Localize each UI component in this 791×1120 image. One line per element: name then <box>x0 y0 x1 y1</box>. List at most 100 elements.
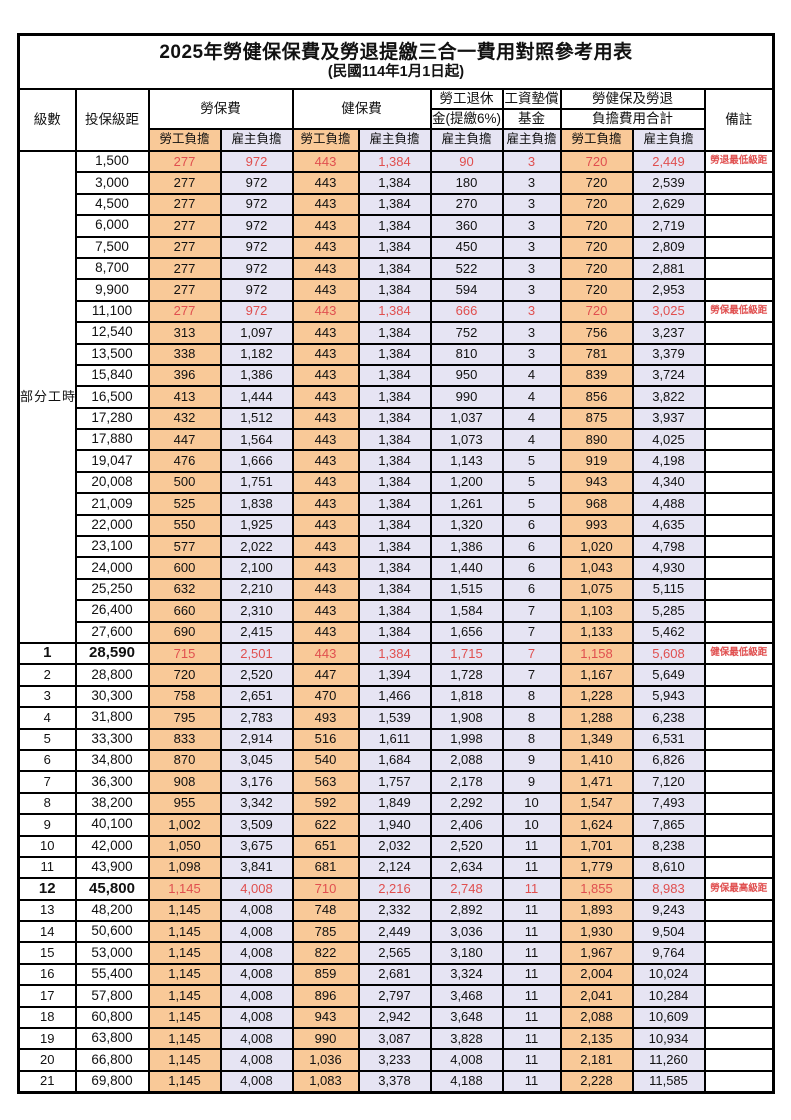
labor_employer-cell: 3,509 <box>219 813 294 837</box>
pension_employer-cell: 3,180 <box>429 941 504 965</box>
health_worker-cell: 443 <box>291 406 360 431</box>
table-row: 19,047 476 1,666 443 1,384 1,143 5 919 4,198 <box>19 449 775 473</box>
table-row: 8,700 277 972 443 1,384 522 3 720 2,881 <box>19 256 775 281</box>
bracket-cell: 3,000 <box>74 171 150 195</box>
labor_worker-cell: 600 <box>147 556 222 580</box>
table-row: 12 45,800 1,145 4,008 710 2,216 2,748 11 1,855 8,… <box>17 877 775 901</box>
total_worker-cell: 856 <box>559 385 634 409</box>
table-row: 14 50,600 1,145 4,008 785 2,449 3,036 11 1,930 9,… <box>17 920 775 944</box>
labor_employer-cell: 972 <box>219 256 294 281</box>
total_employer-cell: 8,983 <box>631 877 706 901</box>
fund_employer-cell: 9 <box>501 770 562 794</box>
health_worker-cell: 592 <box>291 791 360 816</box>
total_worker-cell: 1,349 <box>559 727 634 751</box>
labor_worker-cell: 1,050 <box>147 834 222 858</box>
bracket-cell: 45,800 <box>74 877 150 901</box>
labor_worker-cell: 277 <box>147 235 222 259</box>
health_worker-cell: 681 <box>291 855 360 880</box>
labor_worker-cell: 500 <box>147 470 222 495</box>
labor_employer-cell: 1,386 <box>219 363 294 388</box>
fund_employer-cell: 3 <box>501 149 562 174</box>
labor_worker-cell: 955 <box>147 791 222 816</box>
total_employer-cell: 4,930 <box>631 556 706 580</box>
labor_worker-cell: 720 <box>147 663 222 687</box>
fund_employer-cell: 11 <box>501 1005 562 1030</box>
table-row: 22,000 550 1,925 443 1,384 1,320 6 993 4,635 <box>19 513 775 538</box>
pension_employer-cell: 1,515 <box>429 577 504 602</box>
total_employer-cell: 9,243 <box>631 898 706 923</box>
fund_employer-cell: 5 <box>501 449 562 473</box>
health_worker-cell: 822 <box>291 941 360 965</box>
health_worker-cell: 651 <box>291 834 360 858</box>
labor_employer-cell: 1,751 <box>219 470 294 495</box>
level-cell: 20 <box>17 1048 77 1072</box>
health_worker-cell: 859 <box>291 962 360 987</box>
bracket-cell: 12,540 <box>74 321 150 345</box>
bracket-cell: 25,250 <box>74 577 150 602</box>
fund_employer-cell: 11 <box>501 984 562 1008</box>
total_worker-cell: 890 <box>559 428 634 452</box>
table-row: 9 40,100 1,002 3,509 622 1,940 2,406 10 1,624 7,8… <box>17 813 775 837</box>
total_employer-cell: 10,024 <box>631 962 706 987</box>
table-row: 27,600 690 2,415 443 1,384 1,656 7 1,133 5,462 <box>19 620 775 645</box>
labor_employer-cell: 4,008 <box>219 984 294 1008</box>
health_employer-cell: 1,384 <box>357 406 432 431</box>
header-total-line1: 勞健保及勞退 <box>559 88 706 110</box>
total_employer-cell: 2,629 <box>631 192 706 217</box>
labor_worker-cell: 1,145 <box>147 1069 222 1094</box>
labor_worker-cell: 277 <box>147 278 222 302</box>
labor_worker-cell: 870 <box>147 748 222 773</box>
remark-cell <box>703 1048 775 1072</box>
pension_employer-cell: 2,520 <box>429 834 504 858</box>
table-row: 17,280 432 1,512 443 1,384 1,037 4 875 3,937 <box>19 406 775 431</box>
pension_employer-cell: 270 <box>429 192 504 217</box>
total_employer-cell: 10,284 <box>631 984 706 1008</box>
subheader-pension-employer: 雇主負擔 <box>429 128 504 152</box>
header-pension-line2: 金(提繳6%) <box>429 108 504 130</box>
header-bracket: 投保級距 <box>74 88 150 152</box>
health_worker-cell: 990 <box>291 1026 360 1051</box>
fund_employer-cell: 3 <box>501 321 562 345</box>
level-cell: 4 <box>17 706 77 730</box>
labor_worker-cell: 277 <box>147 256 222 281</box>
total_worker-cell: 781 <box>559 342 634 366</box>
header-level: 級數 <box>17 88 77 152</box>
pension_employer-cell: 666 <box>429 299 504 324</box>
labor_employer-cell: 972 <box>219 235 294 259</box>
header-remark: 備註 <box>703 88 775 152</box>
labor_worker-cell: 632 <box>147 577 222 602</box>
remark-cell <box>703 684 775 709</box>
health_worker-cell: 470 <box>291 684 360 709</box>
health_employer-cell: 1,849 <box>357 791 432 816</box>
labor_worker-cell: 1,145 <box>147 1005 222 1030</box>
total_employer-cell: 4,198 <box>631 449 706 473</box>
pension_employer-cell: 594 <box>429 278 504 302</box>
health_employer-cell: 1,384 <box>357 449 432 473</box>
health_worker-cell: 748 <box>291 898 360 923</box>
labor_employer-cell: 2,520 <box>219 663 294 687</box>
labor_employer-cell: 4,008 <box>219 941 294 965</box>
bracket-cell: 38,200 <box>74 791 150 816</box>
fund_employer-cell: 11 <box>501 877 562 901</box>
pension_employer-cell: 1,998 <box>429 727 504 751</box>
bracket-cell: 13,500 <box>74 342 150 366</box>
total_employer-cell: 9,764 <box>631 941 706 965</box>
table-row: 3 30,300 758 2,651 470 1,466 1,818 8 1,228 5,943 <box>17 684 775 709</box>
health_employer-cell: 2,124 <box>357 855 432 880</box>
total_employer-cell: 3,025 <box>631 299 706 324</box>
fund_employer-cell: 5 <box>501 492 562 516</box>
total_employer-cell: 4,488 <box>631 492 706 516</box>
health_worker-cell: 443 <box>291 278 360 302</box>
total_employer-cell: 7,493 <box>631 791 706 816</box>
total_employer-cell: 8,610 <box>631 855 706 880</box>
total_worker-cell: 968 <box>559 492 634 516</box>
remark-cell <box>703 1005 775 1030</box>
fund_employer-cell: 7 <box>501 620 562 645</box>
health_employer-cell: 2,032 <box>357 834 432 858</box>
health_employer-cell: 1,384 <box>357 577 432 602</box>
total_worker-cell: 1,043 <box>559 556 634 580</box>
labor_employer-cell: 972 <box>219 299 294 324</box>
pension_employer-cell: 1,715 <box>429 641 504 666</box>
fund_employer-cell: 6 <box>501 556 562 580</box>
health_employer-cell: 1,539 <box>357 706 432 730</box>
